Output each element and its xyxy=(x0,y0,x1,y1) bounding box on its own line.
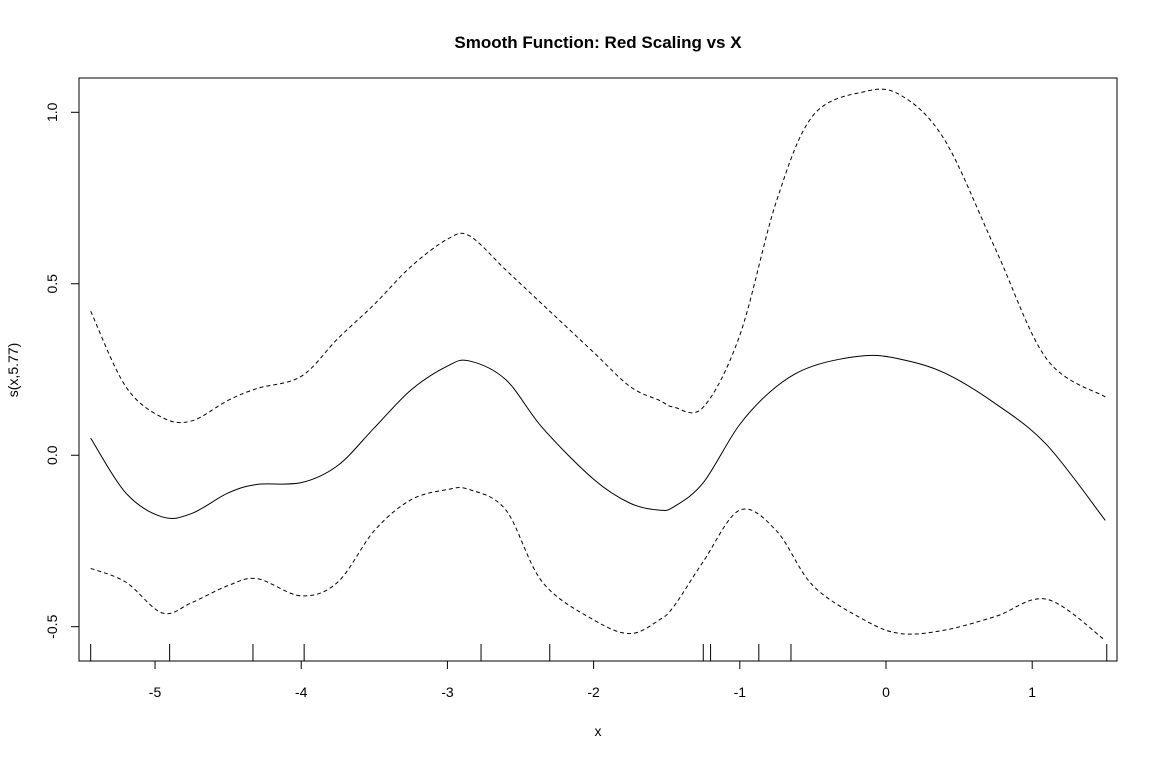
x-tick-label: -4 xyxy=(295,684,308,700)
y-axis: -0.5 0.0 0.5 1.0 xyxy=(44,102,80,639)
x-tick-label: -3 xyxy=(441,684,454,700)
x-tick-label: -5 xyxy=(149,684,162,700)
x-tick-label: 0 xyxy=(882,684,890,700)
plot-frame xyxy=(78,77,1118,662)
y-tick-label: 1.0 xyxy=(44,102,60,122)
rug-layer xyxy=(90,644,1108,661)
series-layer xyxy=(90,88,1106,641)
y-axis-label: s(x,5.77) xyxy=(5,343,21,397)
series-line-upper xyxy=(90,88,1106,424)
series-line-lower xyxy=(90,487,1106,641)
x-tick-label: 1 xyxy=(1028,684,1036,700)
series-line-estimate xyxy=(90,354,1106,521)
y-tick-label: -0.5 xyxy=(44,614,60,638)
x-axis-label: x xyxy=(595,723,602,739)
x-tick-label: -2 xyxy=(587,684,600,700)
y-tick-label: 0.0 xyxy=(44,445,60,465)
x-tick-label: -1 xyxy=(734,684,747,700)
chart-title: Smooth Function: Red Scaling vs X xyxy=(454,33,742,52)
x-axis: -5 -4 -3 -2 -1 0 1 xyxy=(149,660,1036,700)
y-tick-label: 0.5 xyxy=(44,274,60,294)
